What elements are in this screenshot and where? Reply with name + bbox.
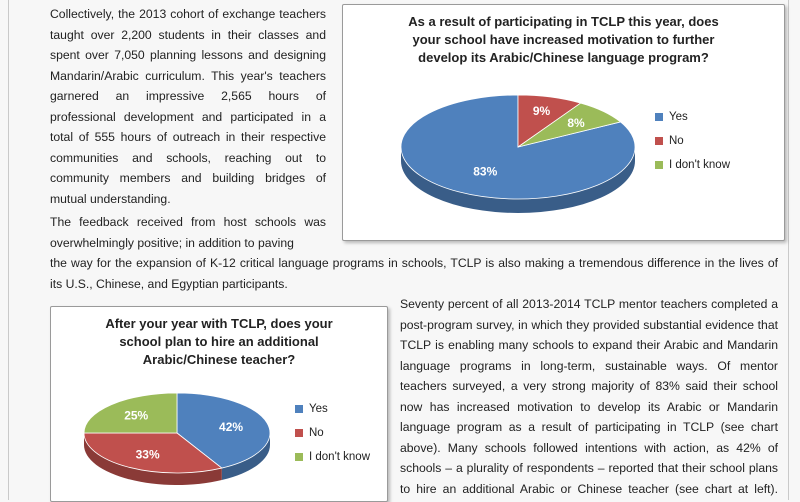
chart-hiring-legend-item: No bbox=[295, 421, 370, 445]
chart-hiring-legend-label: Yes bbox=[309, 403, 328, 415]
chart-motivation-slice-i-don-t-know bbox=[517, 102, 622, 148]
chart-motivation-legend-label: Yes bbox=[669, 111, 688, 123]
chart-hiring-legend-swatch bbox=[295, 453, 303, 461]
paragraph-survey-results: Seventy percent of all 2013-2014 TCLP me… bbox=[400, 297, 778, 496]
chart-motivation-slice-side-0 bbox=[401, 147, 635, 213]
chart-motivation-legend-item: No bbox=[655, 129, 730, 153]
chart-hiring-slice-side-1 bbox=[84, 433, 222, 485]
chart-hiring-slice-i-don-t-know bbox=[83, 392, 178, 434]
chart-motivation-legend-swatch bbox=[655, 137, 663, 145]
chart-hiring-legend-swatch bbox=[295, 429, 303, 437]
chart-hiring-label-1: 33% bbox=[136, 447, 160, 461]
chart-motivation-legend-swatch bbox=[655, 113, 663, 121]
paragraph-feedback-continued: the way for the expansion of K-12 critic… bbox=[50, 256, 778, 291]
chart-hiring-legend-item: I don't know bbox=[295, 445, 370, 469]
chart-motivation-title: As a result of participating in TCLP thi… bbox=[408, 14, 719, 65]
chart-motivation-legend: Yes No I don't know bbox=[655, 105, 730, 177]
chart-motivation-legend-item: Yes bbox=[655, 105, 730, 129]
chart-hiring-label-0: 42% bbox=[219, 420, 243, 434]
chart-motivation-legend-swatch bbox=[655, 161, 663, 169]
chart-motivation-pie: 83% 9% 8% bbox=[400, 94, 636, 213]
chart-hiring-slice-yes bbox=[176, 392, 271, 469]
chart-motivation-legend-item: I don't know bbox=[655, 153, 730, 177]
paragraph-feedback-start: The feedback received from host schools … bbox=[50, 215, 326, 250]
chart-hiring-label-2: 25% bbox=[124, 408, 148, 422]
page-border-right bbox=[788, 0, 789, 500]
paragraph-cohort-stats: Collectively, the 2013 cohort of exchang… bbox=[50, 7, 326, 206]
page-border-left bbox=[8, 0, 9, 500]
chart-hiring-legend-swatch bbox=[295, 405, 303, 413]
chart-motivation-label-0: 83% bbox=[473, 165, 497, 179]
chart-hiring-legend-item: Yes bbox=[295, 397, 370, 421]
chart-motivation-legend-label: No bbox=[669, 135, 684, 147]
chart-motivation: As a result of participating in TCLP thi… bbox=[342, 4, 785, 241]
chart-hiring-slice-side-0 bbox=[221, 433, 270, 481]
chart-hiring-title: After your year with TCLP, does your sch… bbox=[105, 316, 333, 367]
chart-hiring: After your year with TCLP, does your sch… bbox=[50, 306, 388, 502]
chart-motivation-label-2: 8% bbox=[567, 116, 585, 130]
chart-hiring-slice-no bbox=[83, 432, 223, 474]
chart-hiring-legend-label: I don't know bbox=[309, 451, 371, 463]
chart-motivation-legend-label: I don't know bbox=[669, 159, 731, 171]
chart-hiring-legend-label: No bbox=[309, 427, 324, 439]
chart-hiring-pie: 42% 33% 25% bbox=[83, 392, 271, 485]
chart-motivation-label-1: 9% bbox=[533, 104, 551, 118]
chart-hiring-legend: Yes No I don't know bbox=[295, 397, 370, 469]
